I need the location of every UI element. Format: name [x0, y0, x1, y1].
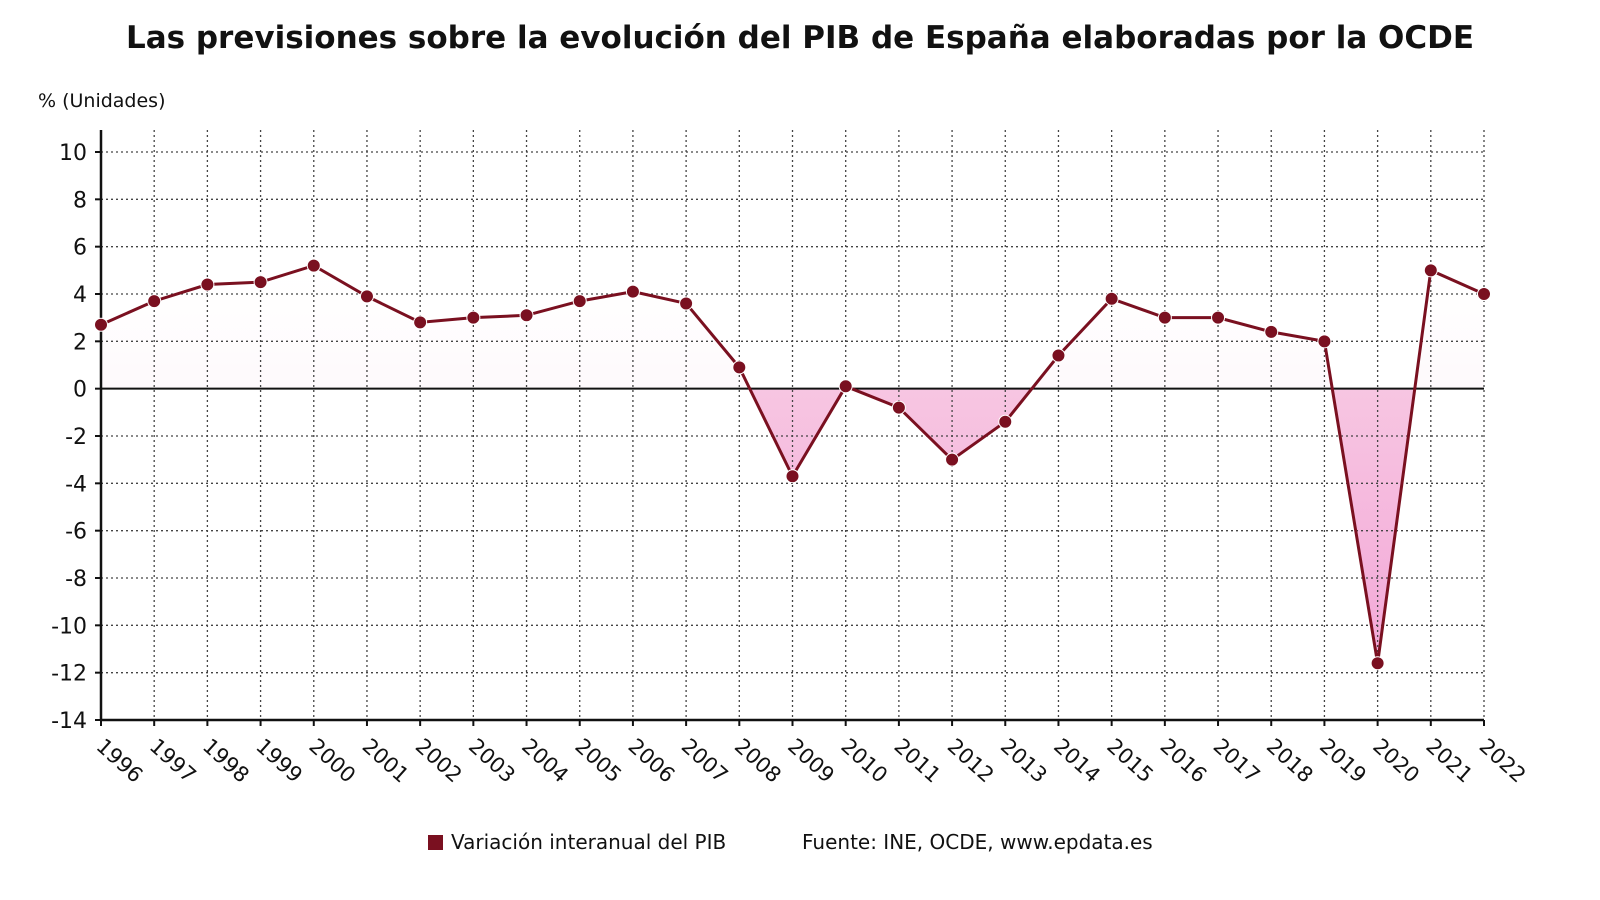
y-tick-label: 10: [59, 141, 87, 166]
y-tick-label: -8: [65, 567, 87, 592]
y-tick-label: -10: [51, 614, 87, 639]
data-point: [625, 284, 640, 299]
data-point: [200, 277, 215, 292]
data-point: [253, 275, 268, 290]
x-tick-label: 2006: [624, 734, 680, 788]
x-tick-label: 2020: [1368, 734, 1424, 788]
legend-swatch: [428, 834, 443, 850]
data-point: [1264, 324, 1279, 339]
y-tick-label: -14: [51, 709, 87, 734]
x-tick-label: 2010: [836, 734, 892, 788]
x-tick-label: 2000: [304, 734, 360, 788]
x-tick-label: 2002: [411, 734, 467, 788]
x-tick-label: 2012: [943, 734, 999, 788]
x-tick-label: 2016: [1156, 734, 1212, 788]
y-tick-label: -4: [65, 472, 87, 497]
x-tick-label: 1997: [145, 734, 201, 788]
y-tick-label: -12: [51, 662, 87, 687]
data-point: [679, 296, 694, 311]
chart-title: Las previsiones sobre la evolución del P…: [125, 20, 1475, 56]
data-point: [785, 469, 800, 484]
data-point: [466, 310, 481, 325]
x-tick-label: 2005: [570, 734, 626, 788]
data-point: [732, 360, 747, 375]
y-tick-label: -6: [65, 520, 87, 545]
data-point: [891, 400, 906, 415]
x-tick-label: 2019: [1315, 734, 1371, 788]
area-fill-positive: [101, 265, 1484, 389]
data-point: [519, 308, 534, 323]
x-tick-label: 2014: [1049, 734, 1105, 788]
y-tick-label: 8: [73, 188, 87, 213]
data-point: [1317, 334, 1332, 349]
x-tick-label: 2015: [1102, 734, 1158, 788]
data-point: [1211, 310, 1226, 325]
data-point: [306, 258, 321, 273]
data-point: [1370, 656, 1385, 671]
data-point: [94, 317, 108, 332]
x-tick-label: 2001: [358, 734, 414, 788]
y-axis-label: % (Unidades): [38, 90, 166, 112]
y-tick-label: 0: [73, 378, 87, 403]
data-point: [572, 294, 587, 309]
data-point: [1477, 287, 1491, 301]
y-tick-label: -2: [65, 425, 87, 450]
data-point: [359, 289, 374, 304]
x-tick-label: 2017: [1209, 734, 1265, 788]
area-fill-negative: [101, 388, 1484, 664]
x-tick-label: 2003: [464, 734, 520, 788]
data-point: [945, 452, 960, 467]
x-tick-label: 2013: [996, 734, 1052, 788]
x-tick-label: 1999: [251, 734, 307, 788]
data-point: [998, 414, 1013, 429]
x-tick-label: 1998: [198, 734, 254, 788]
x-tick-label: 1996: [92, 734, 148, 788]
data-point: [147, 294, 162, 309]
x-tick-label: 2011: [890, 734, 946, 788]
legend-label: Variación interanual del PIB: [451, 830, 727, 854]
data-point: [1051, 348, 1066, 363]
legend: Variación interanual del PIB: [428, 830, 726, 854]
y-tick-label: 6: [73, 236, 87, 261]
x-tick-label: 2004: [517, 734, 573, 788]
x-tick-label: 2008: [730, 734, 786, 788]
y-tick-label: 2: [73, 330, 87, 355]
data-point: [413, 315, 428, 330]
data-point: [1104, 291, 1119, 306]
x-tick-label: 2022: [1475, 734, 1531, 788]
x-tick-label: 2007: [677, 734, 733, 788]
x-tick-label: 2021: [1421, 734, 1477, 788]
x-tick-label: 2009: [783, 734, 839, 788]
x-tick-label: 2018: [1262, 734, 1318, 788]
data-point: [838, 379, 853, 394]
data-point: [1157, 310, 1172, 325]
source-note: Fuente: INE, OCDE, www.epdata.es: [802, 830, 1153, 854]
data-point: [1423, 263, 1438, 278]
y-tick-label: 4: [73, 283, 87, 308]
